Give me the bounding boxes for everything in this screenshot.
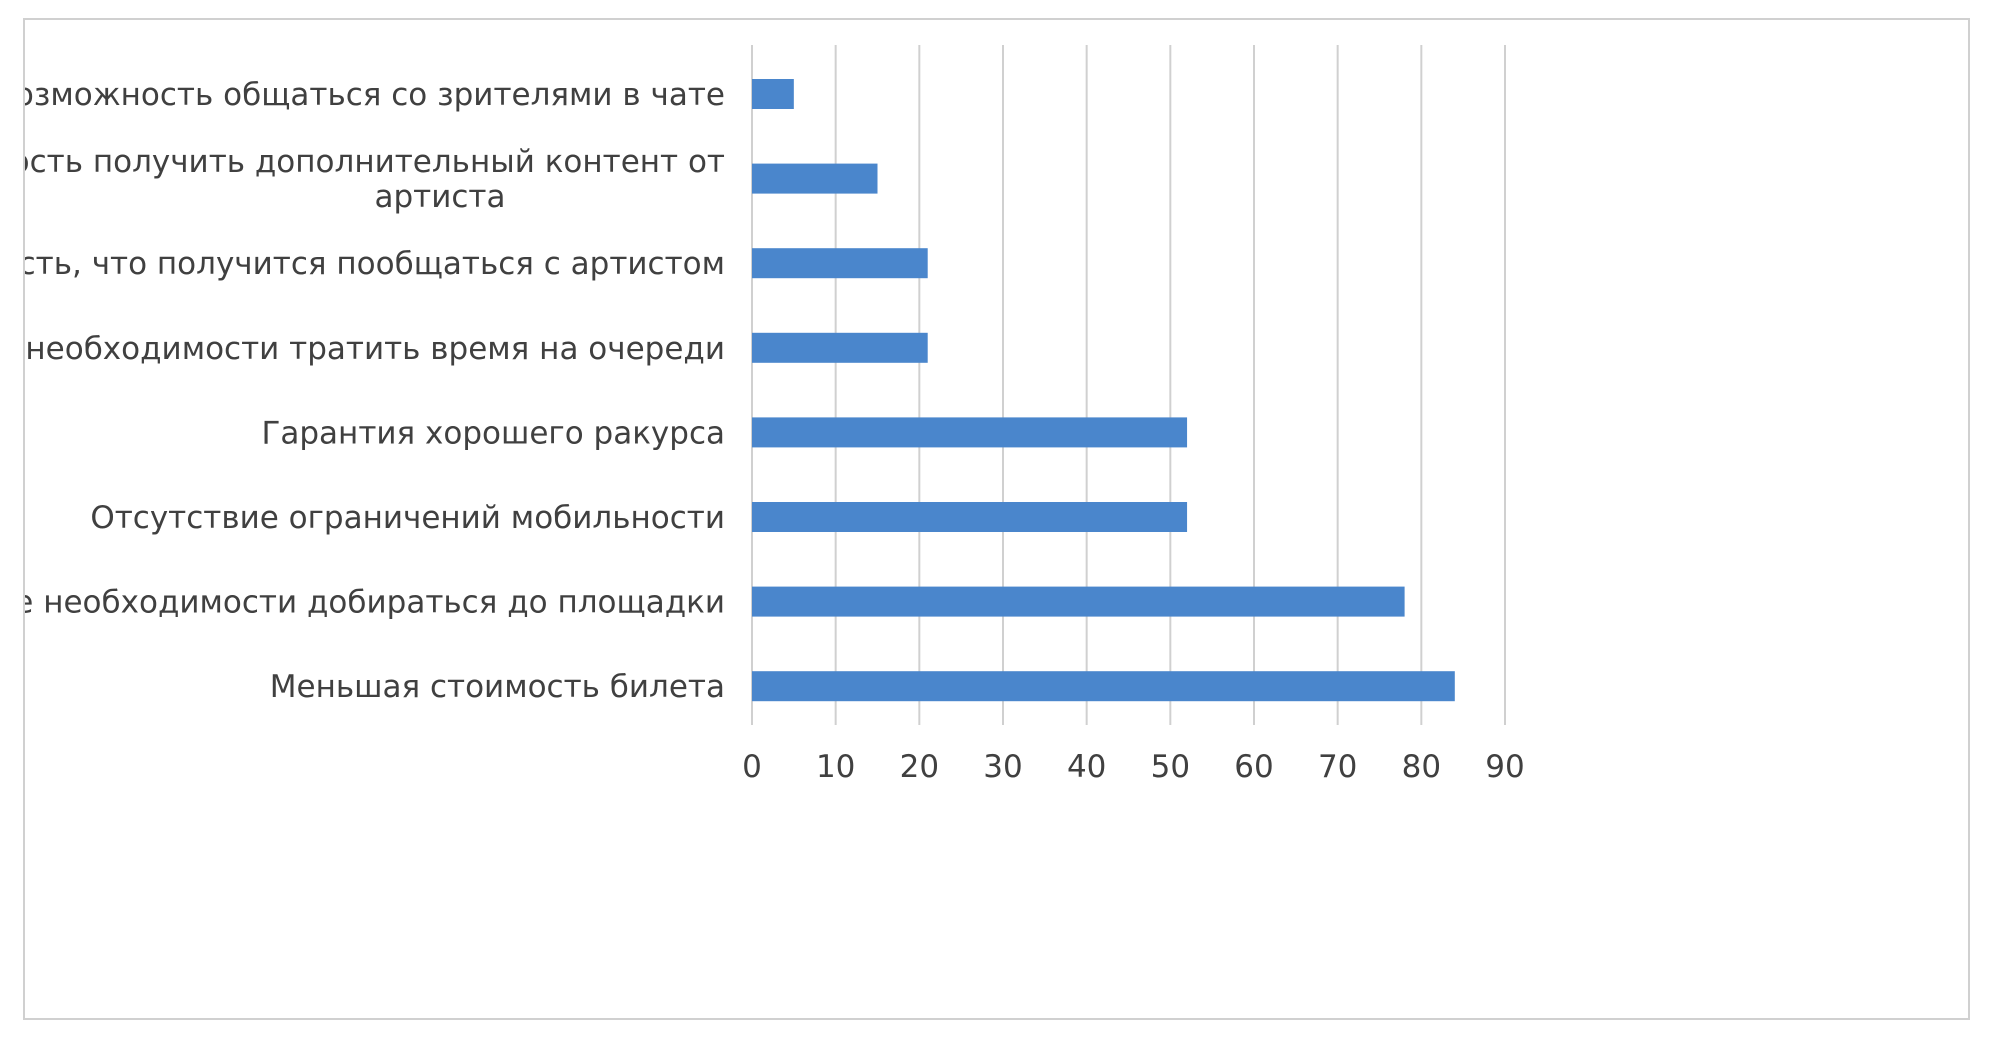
category-label: Гарантия хорошего ракурса — [261, 415, 725, 451]
x-tick-label: 70 — [1318, 749, 1357, 785]
bar-6 — [752, 502, 1188, 532]
category-labels: Возможность общаться со зрителями в чате… — [25, 77, 725, 705]
bar-1 — [752, 79, 794, 109]
gridlines — [751, 45, 1506, 725]
category-label: Вероятность, что получится пообщаться с … — [25, 246, 725, 282]
x-tick-label: 80 — [1402, 749, 1441, 785]
category-label: Отсутствие необходимости добираться до п… — [25, 585, 725, 621]
x-tick-label: 0 — [742, 749, 762, 785]
x-tick-label: 10 — [816, 749, 855, 785]
bar-4 — [752, 332, 928, 363]
bars — [752, 79, 1455, 702]
x-axis-tick-labels: 0 10 20 30 40 50 60 70 80 90 — [742, 749, 1525, 785]
bar-5 — [752, 417, 1188, 448]
x-tick-label: 40 — [1067, 749, 1106, 785]
bar-7 — [752, 586, 1405, 617]
x-tick-label: 60 — [1234, 749, 1273, 785]
category-label: Возможность общаться со зрителями в чате — [25, 77, 725, 113]
bar-chart: Возможность общаться со зрителями в чате… — [25, 45, 1525, 785]
x-tick-label: 30 — [983, 749, 1022, 785]
category-label: артиста — [375, 179, 506, 215]
category-label: Отсутствие ограничений мобильности — [90, 500, 725, 536]
x-tick-label: 90 — [1485, 749, 1524, 785]
chart-frame: Возможность общаться со зрителями в чате… — [23, 18, 1970, 1020]
bar-8 — [752, 671, 1455, 702]
x-tick-label: 50 — [1151, 749, 1190, 785]
category-label: Меньшая стоимость билета — [270, 669, 725, 705]
category-label: Отсутствие необходимости тратить время н… — [25, 331, 725, 367]
bar-3 — [752, 248, 928, 279]
category-label: Возможность получить дополнительный конт… — [25, 144, 725, 180]
bar-2 — [752, 163, 878, 194]
x-tick-label: 20 — [900, 749, 939, 785]
